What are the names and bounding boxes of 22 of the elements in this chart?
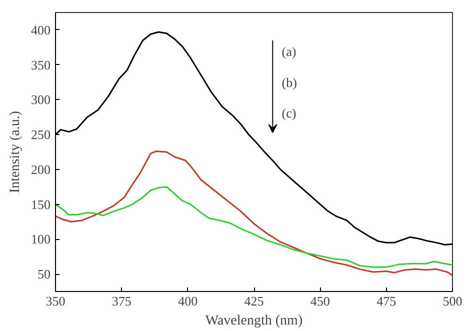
y-tick-label: 300: [31, 92, 50, 108]
x-tick-label: 425: [244, 294, 264, 308]
x-tick-label: 500: [442, 294, 462, 308]
x-tick-label: 350: [46, 294, 66, 308]
x-tick-label: 475: [376, 294, 396, 308]
line-series: [56, 186, 452, 268]
line-series: [56, 150, 452, 276]
x-tick-label: 400: [178, 294, 198, 308]
y-tick-label: 150: [31, 196, 50, 212]
x-tick-label: 450: [310, 294, 330, 308]
y-tick-label: 200: [31, 162, 50, 177]
y-tick-label: 350: [31, 57, 50, 72]
y-tick-label: 100: [31, 232, 50, 247]
y-tick-label: 50: [38, 266, 50, 282]
y-tick-label: 400: [31, 22, 50, 38]
annotation: (b): [282, 74, 297, 90]
x-tick-label: 375: [112, 294, 132, 308]
y-tick-label: 250: [31, 127, 50, 142]
annotation: (c): [282, 105, 296, 120]
x-axis-title: Wavelength (nm): [205, 314, 303, 328]
y-axis-title: Intensity (a.u.): [8, 110, 23, 194]
annotation: (a): [282, 44, 296, 60]
